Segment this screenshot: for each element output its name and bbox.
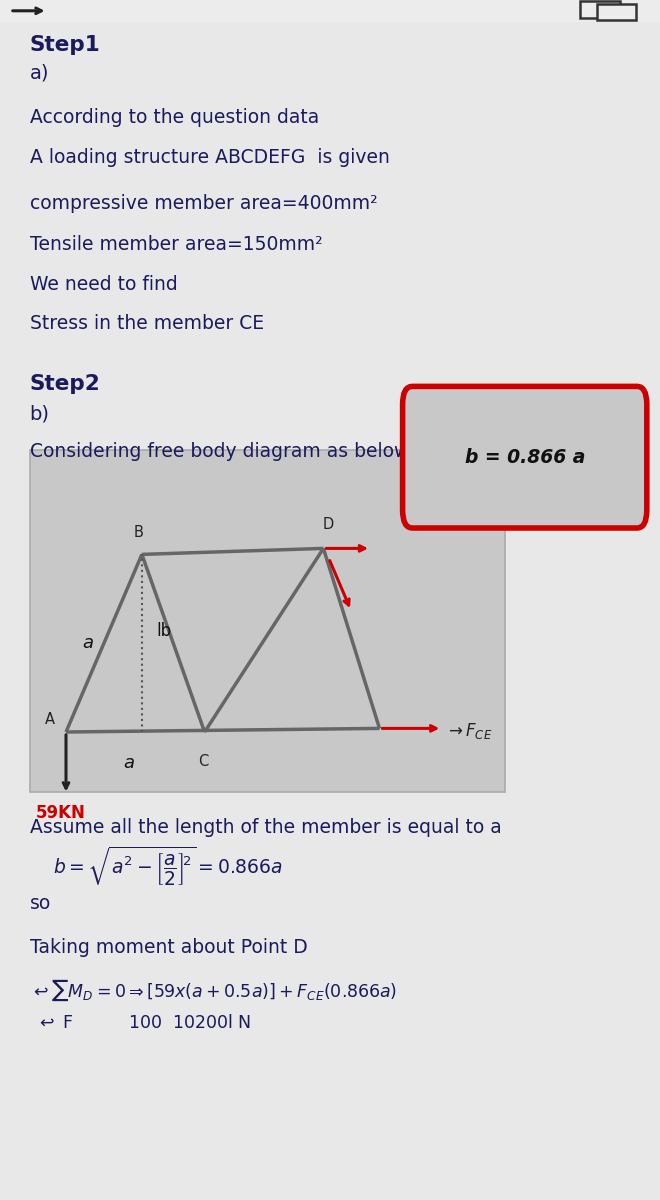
- Text: Tensile member area=150mm²: Tensile member area=150mm²: [30, 235, 322, 254]
- Text: According to the question data: According to the question data: [30, 108, 319, 127]
- Text: A: A: [44, 712, 55, 727]
- FancyBboxPatch shape: [403, 386, 647, 528]
- Text: a: a: [123, 754, 134, 772]
- Bar: [0, 0, 660, 22]
- Text: A loading structure ABCDEFG  is given: A loading structure ABCDEFG is given: [30, 148, 389, 167]
- Text: C: C: [198, 754, 209, 769]
- Text: Step1: Step1: [30, 35, 100, 55]
- Text: Stress in the member CE: Stress in the member CE: [30, 314, 264, 334]
- Text: Step2: Step2: [30, 374, 100, 395]
- Text: D: D: [323, 516, 335, 532]
- Text: $\rightarrow F_{CE}$: $\rightarrow F_{CE}$: [446, 721, 493, 740]
- Text: a): a): [30, 64, 50, 83]
- Text: B: B: [134, 526, 143, 540]
- Text: $\hookleftarrow \sum M_D = 0 \Rightarrow \left[59x(a + 0.5a)\right] + F_{CE}(0.8: $\hookleftarrow \sum M_D = 0 \Rightarrow…: [30, 978, 397, 1003]
- Text: Considering free body diagram as below: Considering free body diagram as below: [30, 442, 409, 461]
- Text: compressive member area=400mm²: compressive member area=400mm²: [30, 194, 378, 214]
- Text: Assume all the length of the member is equal to a: Assume all the length of the member is e…: [30, 818, 502, 838]
- Text: b = 0.866 a: b = 0.866 a: [465, 448, 585, 467]
- Text: b): b): [30, 404, 50, 424]
- Bar: [30, 450, 505, 792]
- FancyBboxPatch shape: [597, 4, 636, 20]
- Text: $\hookleftarrow$ F          100  10200l N: $\hookleftarrow$ F 100 10200l N: [36, 1014, 251, 1032]
- Text: $b = \sqrt{a^2 - \left[\dfrac{a}{2}\right]^{\!2}} = 0.866a$: $b = \sqrt{a^2 - \left[\dfrac{a}{2}\righ…: [53, 845, 282, 888]
- Text: a: a: [82, 634, 93, 652]
- Text: We need to find: We need to find: [30, 275, 178, 294]
- Text: Taking moment about Point D: Taking moment about Point D: [30, 938, 308, 958]
- FancyBboxPatch shape: [580, 1, 620, 18]
- Text: so: so: [30, 894, 51, 913]
- Text: 59KN: 59KN: [36, 804, 86, 822]
- Text: lb: lb: [156, 622, 172, 640]
